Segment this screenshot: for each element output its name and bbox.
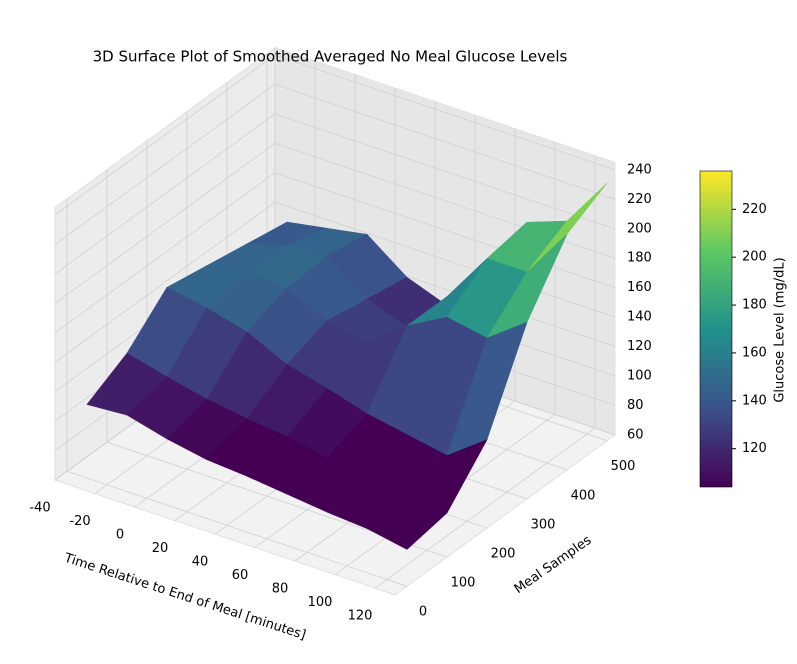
grid-line	[274, 201, 616, 318]
grid-line	[274, 54, 616, 171]
grid-line	[54, 142, 276, 304]
surface-patch	[366, 491, 448, 550]
x-tick-label: -40	[29, 501, 50, 516]
z-tick-label: 200	[627, 221, 652, 236]
y-tick-label: 300	[531, 517, 556, 532]
x-tick-label: 20	[152, 541, 169, 556]
y-tick-label: 400	[571, 488, 596, 503]
colorbar-tick-label: 120	[742, 441, 767, 456]
grid-line	[274, 172, 616, 289]
z-tick-label: 120	[627, 339, 652, 354]
colorbar	[699, 170, 733, 488]
grid-line	[374, 427, 596, 589]
colorbar-label: Glucose Level (mg/dL)	[773, 257, 788, 402]
colorbar-tick-label: 140	[742, 393, 767, 408]
z-tick-label: 60	[627, 427, 644, 442]
grid-line	[54, 84, 276, 245]
colorbar-tick-label: 200	[742, 250, 767, 265]
grid-line	[54, 201, 276, 363]
surface	[86, 182, 608, 550]
z-tick-label: 160	[627, 280, 652, 295]
y-axis-label: Meal Samples	[512, 533, 595, 597]
x-tick-label: 80	[272, 582, 289, 597]
x-tick-label: 40	[192, 555, 209, 570]
z-tick-label: 240	[627, 162, 652, 177]
y-tick-label: 500	[611, 459, 636, 474]
grid-line	[54, 54, 276, 216]
grid-line	[54, 113, 276, 275]
grid-line	[66, 470, 408, 587]
colorbar-tick-label: 220	[742, 202, 767, 217]
grid-line	[54, 172, 276, 334]
z-tick-label: 180	[627, 251, 652, 266]
x-tick-label: -20	[69, 514, 90, 529]
z-tick-label: 100	[627, 368, 652, 383]
z-tick-label: 140	[627, 310, 652, 325]
x-tick-label: 120	[348, 609, 373, 624]
grid-line	[274, 113, 616, 230]
chart-title: 3D Surface Plot of Smoothed Averaged No …	[93, 48, 568, 66]
x-tick-label: 0	[116, 528, 124, 543]
z-tick-label: 80	[627, 398, 644, 413]
colorbar-tick-label: 180	[742, 298, 767, 313]
y-tick-label: 200	[491, 546, 516, 561]
colorbar-tick-label: 160	[742, 345, 767, 360]
z-tick-label: 220	[627, 192, 652, 207]
y-tick-label: 0	[419, 605, 427, 620]
x-tick-label: 100	[308, 595, 333, 610]
y-tick-label: 100	[451, 576, 476, 591]
x-tick-label: 60	[232, 568, 249, 583]
x-axis-label: Time Relative to End of Meal [minutes]	[61, 550, 307, 643]
grid-line	[274, 84, 616, 200]
